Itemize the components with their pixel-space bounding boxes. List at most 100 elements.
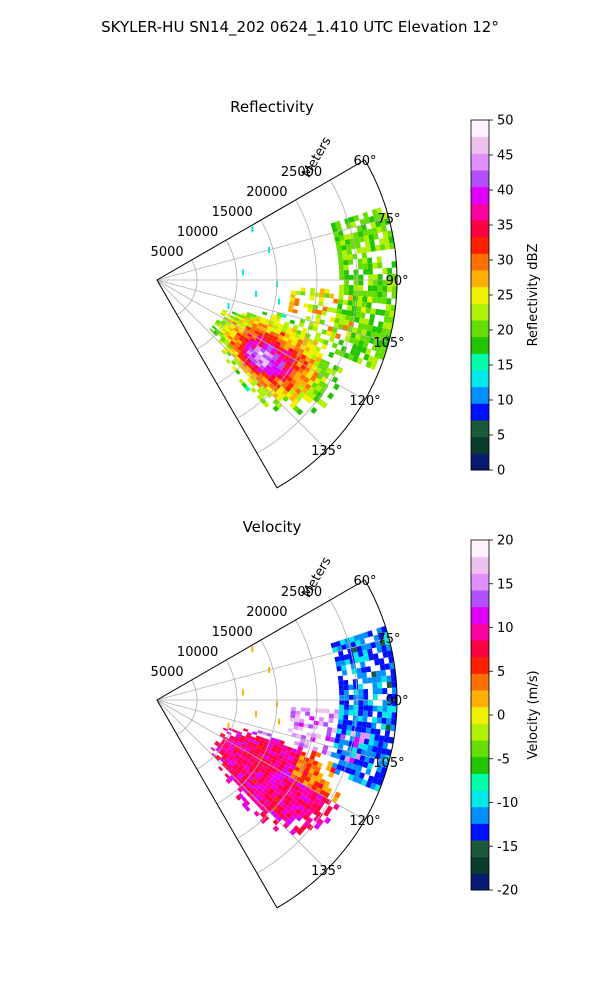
radar-cell — [255, 337, 261, 343]
radar-cell — [257, 742, 264, 747]
radar-cell — [344, 239, 351, 246]
radar-cell — [300, 287, 306, 292]
radar-cell — [239, 784, 246, 791]
radar-cell — [294, 801, 301, 809]
radar-cell — [221, 336, 227, 342]
radar-cell — [388, 316, 395, 324]
radar-cell — [339, 284, 345, 290]
radar-cell — [360, 306, 367, 314]
radar-cell — [297, 367, 305, 375]
radar-cell — [353, 758, 360, 766]
radar-cell — [277, 346, 284, 352]
colorbar-segment — [471, 203, 489, 221]
radar-cell — [365, 768, 372, 776]
radar-cell — [255, 765, 262, 771]
radar-cell — [240, 342, 247, 348]
colorbar-tick-label: 45 — [497, 149, 514, 164]
radar-cell — [227, 776, 233, 783]
radar-cell — [275, 402, 283, 409]
radar-cell — [273, 332, 280, 338]
radar-cell — [370, 728, 376, 735]
radar-cell — [219, 331, 225, 337]
radar-cell — [375, 308, 381, 316]
radar-cell — [229, 333, 235, 339]
radar-cell — [247, 340, 254, 346]
radar-cell — [232, 329, 238, 335]
radar-cell — [221, 740, 227, 745]
radar-cell — [343, 739, 350, 746]
radar-cell — [291, 760, 298, 767]
radar-cell — [287, 307, 294, 313]
radar-cell — [241, 743, 247, 749]
radar-cell — [215, 740, 221, 746]
radar-cell — [269, 778, 276, 785]
radar-cell — [371, 722, 377, 729]
radar-cell — [293, 785, 301, 792]
radar-cell — [281, 787, 288, 794]
radar-cell — [227, 318, 233, 324]
radar-cell — [306, 342, 313, 349]
radar-cell — [337, 759, 345, 766]
radar-cell — [293, 740, 300, 746]
radar-cell — [382, 651, 389, 659]
radar-cell — [242, 339, 248, 345]
radar-cell — [244, 748, 250, 753]
radar-cell — [334, 348, 341, 356]
colorbar-segment — [471, 540, 489, 558]
radar-cell — [364, 335, 371, 343]
radar-cell — [381, 747, 388, 755]
radar-cell — [360, 666, 367, 674]
radar-cell — [344, 700, 349, 706]
radar-cell — [255, 735, 262, 740]
radar-cell — [275, 761, 282, 767]
radar-cell — [362, 229, 369, 237]
radar-cell — [348, 216, 355, 223]
radar-cell — [254, 767, 260, 774]
radar-cell — [271, 355, 278, 362]
radar-cell — [241, 802, 248, 809]
radar-cell — [283, 354, 291, 361]
radar-cell — [246, 743, 253, 748]
radar-cell — [356, 301, 363, 307]
azimuth-tick-label: 75° — [377, 632, 400, 647]
radar-cell — [343, 234, 350, 241]
radar-cell — [262, 367, 269, 374]
radar-cell — [258, 799, 265, 806]
radar-cell — [367, 711, 373, 717]
radar-cell — [222, 334, 228, 340]
radar-cell — [357, 715, 363, 722]
radar-cell — [354, 657, 360, 664]
radar-cell — [278, 790, 286, 797]
radar-cell — [386, 675, 392, 682]
radar-cell — [224, 332, 230, 338]
radar-cell — [232, 358, 239, 364]
radar-cell — [250, 736, 256, 741]
radar-cell — [249, 337, 256, 343]
isolated-echo — [255, 290, 258, 297]
colorbar-segment — [471, 270, 489, 288]
radar-cell — [273, 361, 280, 368]
radar-cell — [313, 720, 319, 726]
radar-cell — [322, 339, 329, 346]
radar-cell — [329, 316, 336, 323]
radar-cell — [336, 366, 344, 374]
colorbar-tick-label: -15 — [497, 840, 518, 855]
radar-cell — [258, 332, 264, 338]
radar-cell — [382, 231, 389, 239]
radar-cell — [288, 388, 296, 396]
radar-cell — [344, 659, 351, 666]
radar-cell — [298, 322, 305, 328]
radar-cell — [337, 675, 344, 681]
radar-cell — [382, 687, 388, 695]
radar-cell — [377, 741, 384, 748]
range-ring — [176, 259, 198, 315]
radar-cell — [223, 316, 229, 321]
radar-cell — [262, 754, 269, 760]
radar-cell — [295, 762, 302, 769]
radar-cell — [278, 334, 285, 340]
radar-cell — [244, 757, 250, 763]
radar-cell — [355, 731, 361, 738]
radar-cell — [233, 747, 239, 753]
radar-cell — [349, 348, 357, 356]
radar-cell — [376, 207, 383, 215]
